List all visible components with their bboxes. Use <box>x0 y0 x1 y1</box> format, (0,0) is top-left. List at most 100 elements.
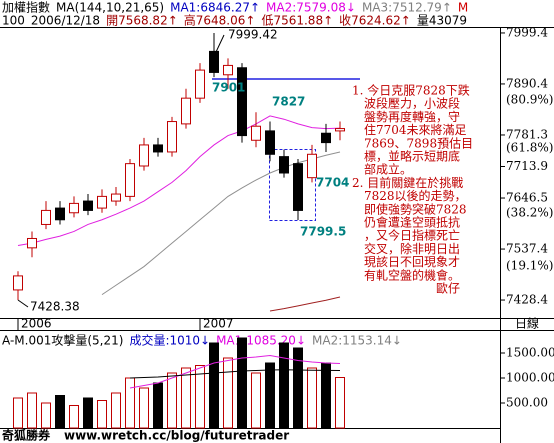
note-line: 交叉，除非明日出 <box>352 241 460 256</box>
volume-bar <box>265 362 275 429</box>
candle-body <box>307 153 317 179</box>
note-line: 標，並略示短期底 <box>352 149 460 164</box>
note-line: ，又今日指標死亡 <box>352 228 460 243</box>
candle-body <box>83 200 93 211</box>
annotation: 7799.5 <box>300 225 346 239</box>
volume-bar <box>223 357 233 429</box>
volume-bar <box>279 342 289 429</box>
header-item: M <box>458 1 468 15</box>
ma-line <box>101 151 341 296</box>
candle-body <box>27 237 37 249</box>
header-item: 加權指數 <box>2 0 50 15</box>
header-item: MA2:7579.08↓ <box>266 1 356 15</box>
volume-bar <box>13 397 23 429</box>
header-item: MA1:1085.20↓ <box>216 334 306 348</box>
candle-body <box>335 128 345 132</box>
header-item: MA2:1153.14↓ <box>312 334 402 348</box>
candle-body <box>167 121 177 153</box>
volume-bar <box>27 392 37 429</box>
annotation: 7901 <box>212 81 245 95</box>
y-tick-label: 7713.9 <box>506 159 548 173</box>
header-item: 收7624.62↑ <box>339 14 411 28</box>
note-line: 即使強勢突破7828 <box>352 201 467 216</box>
annotation-leader <box>17 299 29 308</box>
candle-body <box>293 163 303 211</box>
note-line: 波段壓力，小波段 <box>352 96 460 111</box>
highlight-box <box>269 149 316 221</box>
note-line: 盤勢再度轉強，守 <box>352 109 460 124</box>
footer: 奇狐勝券 <box>2 428 51 443</box>
candle-body <box>181 97 191 125</box>
volume-bar <box>153 382 163 429</box>
y-tick-label: 7428.4 <box>506 293 548 307</box>
note-line: 住7704未來將滿足 <box>352 122 467 137</box>
candle-body <box>223 64 233 76</box>
header-item: 低7561.88↑ <box>261 14 333 28</box>
y-tick-label: 7781.3 <box>506 127 548 141</box>
volume-bar <box>139 387 149 429</box>
candle-body <box>321 132 331 144</box>
volume-bar <box>55 395 65 429</box>
candle-body <box>237 67 247 137</box>
header-item: 量43079 <box>417 14 467 28</box>
candle-body <box>265 130 275 155</box>
note-line: 7828以後的走勢， <box>352 188 467 203</box>
annotation: 7428.38 <box>30 300 80 314</box>
fib-label: (80.9%) <box>506 93 553 107</box>
annotation: 7827 <box>272 95 305 109</box>
note-line: 2. 目前關鍵在於挑戰 <box>352 175 463 190</box>
volume-bar <box>195 365 205 429</box>
note-line: 仍會遭逢空頭抵抗 <box>352 215 460 230</box>
candle-body <box>97 195 107 209</box>
y-tick-label: 7999.4 <box>506 25 548 39</box>
fib-label: (38.2%) <box>506 206 553 220</box>
volume-bar <box>167 372 177 429</box>
header-item: MA3:7512.79↑ <box>362 1 452 15</box>
volume-bar <box>307 367 317 429</box>
note-line: 歐仔 <box>352 281 460 296</box>
header-item: MA1:6846.27↑ <box>170 1 260 15</box>
annotation: 7704 <box>316 176 349 190</box>
period-label: 日線 <box>515 316 539 331</box>
candle-body <box>55 207 65 221</box>
candle-body <box>209 50 219 73</box>
note-line: 部成立。 <box>352 162 412 177</box>
volume-bar <box>293 347 303 429</box>
volume-ma-line <box>129 354 341 389</box>
volume-bar <box>251 372 261 429</box>
candle-body <box>41 209 51 225</box>
volume-bar <box>335 377 345 429</box>
fib-label: (61.8%) <box>506 141 553 155</box>
header-item: 2006/12/18 <box>31 14 100 28</box>
volume-ma-line <box>129 369 341 379</box>
volume-bar <box>237 337 247 429</box>
annotation: 7999.42 <box>228 28 278 42</box>
candle-body <box>195 69 205 99</box>
volume-bar <box>181 367 191 429</box>
y-tick-label: 500.00 <box>506 396 548 410</box>
header-item: 開7568.82↑ <box>106 14 178 28</box>
volume-bar <box>41 402 51 429</box>
volume-bar <box>111 392 121 429</box>
annotation-leader <box>215 34 225 53</box>
header-item: 高7648.06↑ <box>184 13 256 28</box>
header-item: MA(144,10,21,65) <box>56 1 164 15</box>
fib-label: (19.1%) <box>506 259 553 273</box>
ma-line <box>269 296 341 312</box>
header-item: 100 <box>2 14 25 28</box>
candle-body <box>139 144 149 167</box>
candle-body <box>279 156 289 174</box>
ma-line <box>17 115 341 246</box>
note-line: 1. 今日克服7828下跌 <box>352 83 470 98</box>
volume-bar <box>69 405 79 429</box>
candle-body <box>153 144 163 153</box>
y-tick-label: 1000.00 <box>506 371 554 385</box>
note-line: 現該日不回現象才 <box>352 254 460 269</box>
y-tick-label: 1500.00 <box>506 346 554 360</box>
candle-body <box>69 202 79 214</box>
header-item: 成交量:1010↓ <box>129 333 210 348</box>
note-line: 7869、7898預估目 <box>352 136 473 150</box>
volume-bar <box>83 397 93 429</box>
candle-body <box>125 163 135 197</box>
